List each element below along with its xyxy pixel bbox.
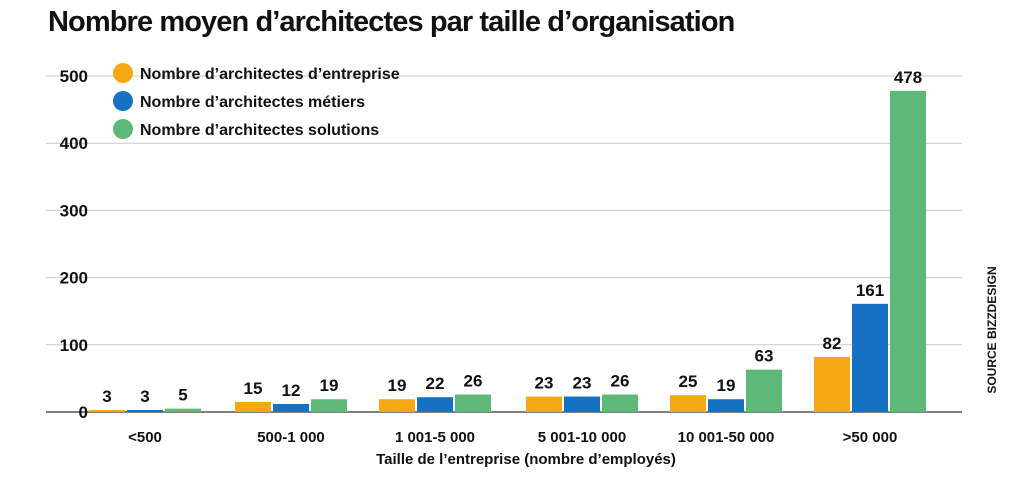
- legend-label: Nombre d’architectes d’entreprise: [140, 66, 400, 83]
- bar: [311, 399, 347, 412]
- bar: [273, 403, 309, 412]
- y-tick-label: 300: [60, 201, 88, 220]
- data-label: 161: [856, 281, 884, 300]
- data-label: 19: [717, 376, 736, 395]
- x-axis-categories: <500 500-1 000 1 001-5 000 5 001-10 000 10 0…: [128, 429, 897, 446]
- data-label: 22: [426, 374, 445, 393]
- data-label: 25: [679, 372, 698, 391]
- y-tick-label: 100: [60, 336, 88, 355]
- data-label: 26: [464, 372, 483, 391]
- bar: [814, 356, 850, 412]
- category-label: 5 001-10 000: [538, 429, 626, 446]
- legend-marker: [113, 91, 133, 111]
- data-label: 23: [573, 374, 592, 393]
- bar: [417, 397, 453, 412]
- y-axis-ticks: 0 100 200 300 400 500: [60, 67, 88, 422]
- bar: [455, 394, 491, 412]
- bars: [89, 90, 926, 412]
- bar: [526, 396, 562, 412]
- bar: [127, 409, 163, 412]
- bar: [852, 303, 888, 412]
- bar: [165, 408, 201, 412]
- data-label: 3: [102, 387, 111, 406]
- data-label: 63: [755, 347, 774, 366]
- bar: [890, 90, 926, 412]
- category-label: 500-1 000: [257, 429, 325, 446]
- bar: [746, 369, 782, 412]
- data-label: 15: [244, 379, 263, 398]
- legend-label: Nombre d’architectes solutions: [140, 122, 379, 139]
- legend: Nombre d’architectes d’entreprise Nombre …: [113, 63, 400, 139]
- bar: [235, 401, 271, 412]
- category-label: <500: [128, 429, 162, 446]
- legend-label: Nombre d’architectes métiers: [140, 94, 365, 111]
- y-tick-label: 400: [60, 134, 88, 153]
- chart-title: Nombre moyen d’architectes par taille d’…: [48, 6, 735, 38]
- bar: [670, 395, 706, 412]
- source-label: SOURCE BIZZDESIGN: [985, 266, 999, 393]
- y-tick-label: 500: [60, 67, 88, 86]
- x-axis-title: Taille de l’entreprise (nombre d’employé…: [376, 451, 676, 468]
- bar: [708, 399, 744, 412]
- value-labels: 3 3 5 15 12 19 19 22 26 23 23 26 25 19 63 82 161 478: [102, 68, 922, 406]
- bar: [602, 394, 638, 412]
- y-tick-label: 0: [79, 403, 88, 422]
- data-label: 3: [140, 387, 149, 406]
- bar: [89, 409, 125, 412]
- category-label: 1 001-5 000: [395, 429, 475, 446]
- data-label: 5: [178, 386, 187, 405]
- category-label: >50 000: [843, 429, 898, 446]
- data-label: 82: [823, 334, 842, 353]
- legend-marker: [113, 119, 133, 139]
- data-label: 19: [388, 376, 407, 395]
- y-tick-label: 200: [60, 269, 88, 288]
- category-label: 10 001-50 000: [678, 429, 775, 446]
- bar: [379, 399, 415, 412]
- data-label: 26: [611, 372, 630, 391]
- legend-marker: [113, 63, 133, 83]
- data-label: 12: [282, 381, 301, 400]
- data-label: 23: [535, 374, 554, 393]
- bar: [564, 396, 600, 412]
- data-label: 19: [320, 376, 339, 395]
- data-label: 478: [894, 68, 922, 87]
